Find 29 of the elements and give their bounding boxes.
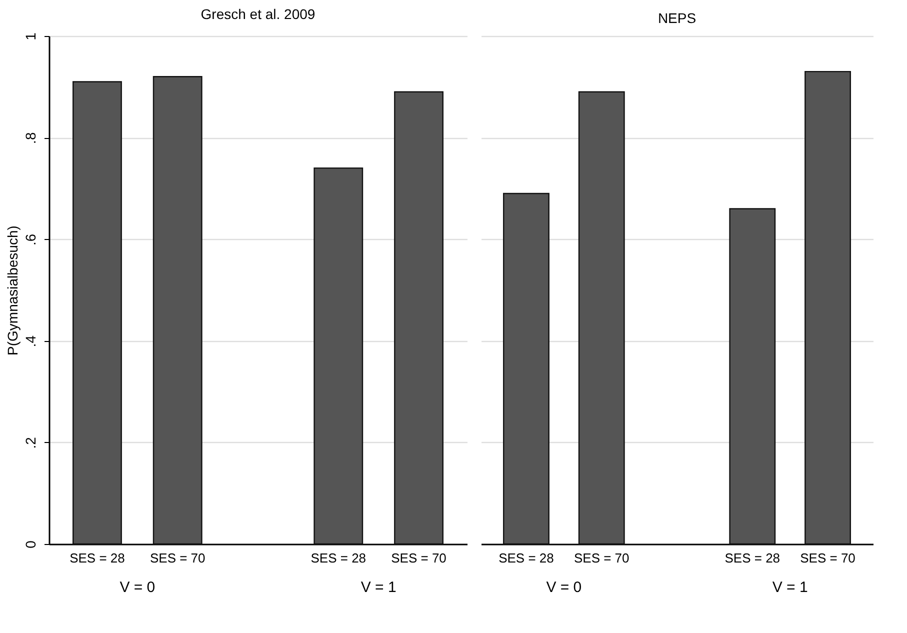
chart-title: Gresch et al. 2009 (200, 6, 316, 22)
y-tick-label: .2 (22, 436, 38, 449)
y-axis-title: P(Gymnasialbesuch) (4, 226, 20, 356)
x-tick-label: SES = 28 (70, 550, 125, 566)
x-tick-label: SES = 28 (498, 550, 554, 566)
y-tick-label: .6 (22, 234, 38, 246)
x-tick-label: SES = 70 (150, 550, 206, 566)
bar (578, 91, 625, 545)
x-tick-label: SES = 28 (310, 550, 366, 566)
y-tick-label: 1 (22, 32, 38, 40)
bar (503, 192, 550, 545)
bar (72, 81, 122, 545)
bar (394, 91, 444, 545)
bar (729, 208, 776, 545)
bar (804, 70, 851, 545)
text: V = 1 (360, 579, 396, 596)
x-tick-label: SES = 70 (574, 550, 630, 566)
x-tick-label: SES = 70 (800, 550, 856, 566)
text: V = 1 (772, 579, 808, 596)
bar (314, 167, 364, 545)
text: V = 0 (546, 579, 582, 596)
y-tick-label: .4 (22, 335, 38, 348)
bar (152, 76, 202, 545)
y-tick-label: 0 (22, 540, 38, 548)
chart-title: NEPS (658, 10, 696, 26)
y-tick-label: .8 (22, 132, 38, 144)
x-tick-label: SES = 70 (391, 550, 446, 566)
x-tick-label: SES = 28 (724, 550, 780, 566)
text: V = 0 (120, 579, 156, 596)
